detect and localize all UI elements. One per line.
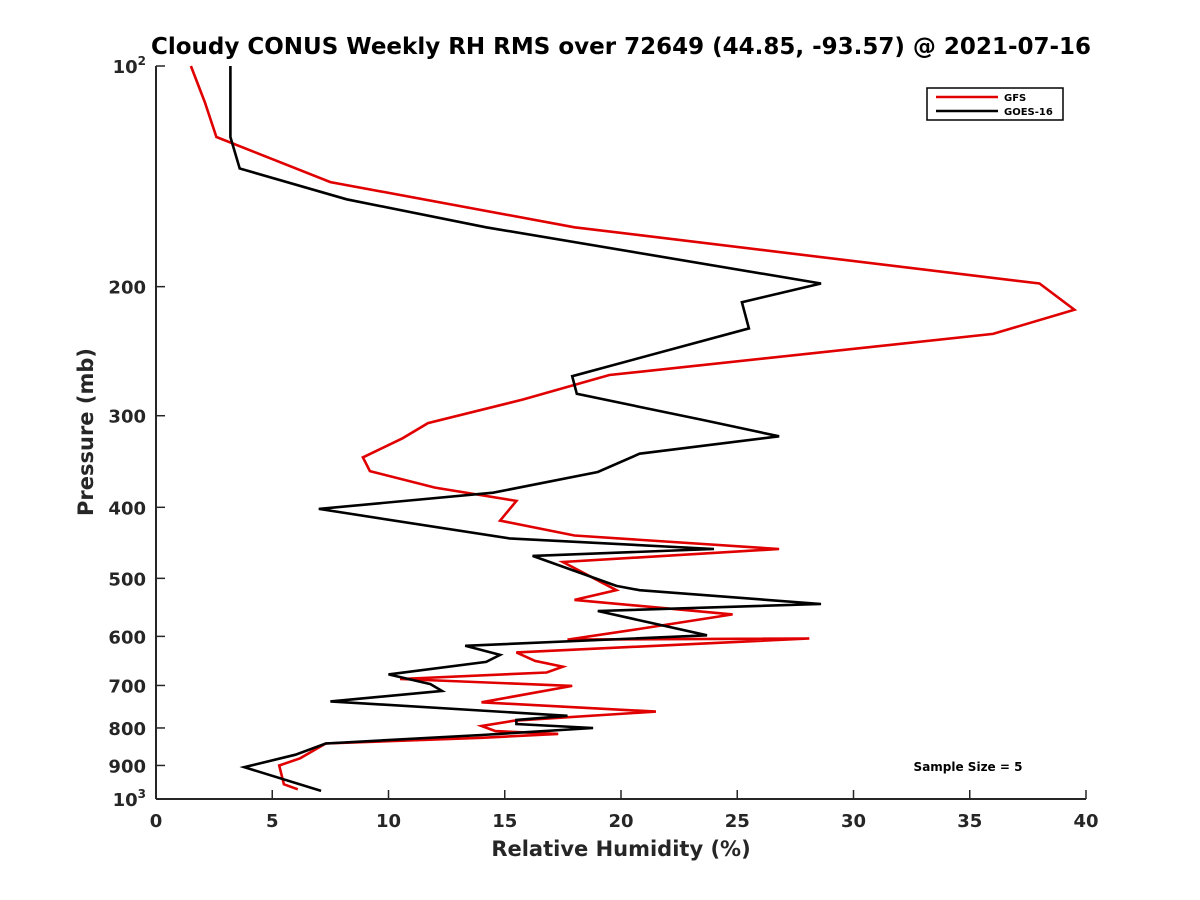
- x-tick-label-35: 35: [957, 811, 982, 832]
- legend-label-goes16: GOES-16: [1004, 107, 1053, 118]
- y-tick-label-600: 600: [108, 627, 146, 648]
- legend: GFS GOES-16: [926, 87, 1064, 121]
- legend-label-gfs: GFS: [1004, 93, 1026, 104]
- y-axis-label: Pressure (mb): [74, 348, 98, 516]
- y-tick-label-700: 700: [108, 676, 146, 697]
- x-axis-label: Relative Humidity (%): [491, 837, 750, 861]
- sample-size-annotation: Sample Size = 5: [914, 760, 1023, 774]
- y-tick-label-300: 300: [108, 407, 146, 428]
- y-tick-label-900: 900: [108, 756, 146, 777]
- x-tick-label-30: 30: [841, 811, 866, 832]
- series-line-goes16: [229, 66, 822, 793]
- series-line-gfs: [189, 65, 1078, 791]
- y-tick-label-400: 400: [108, 498, 146, 519]
- x-axis-ticks: 0 5 10 15 20 25 30 35 40: [150, 790, 1099, 832]
- x-tick-label-20: 20: [608, 811, 633, 832]
- y-tick-label-100: 102: [113, 54, 146, 78]
- legend-box: [926, 87, 1064, 121]
- x-tick-label-15: 15: [492, 811, 517, 832]
- x-tick-label-10: 10: [376, 811, 401, 832]
- y-tick-label-500: 500: [108, 569, 146, 590]
- series-layer: [189, 65, 1078, 793]
- x-tick-label-0: 0: [150, 811, 163, 832]
- x-tick-label-5: 5: [266, 811, 279, 832]
- y-tick-label-200: 200: [108, 278, 146, 299]
- x-tick-label-40: 40: [1073, 811, 1098, 832]
- y-tick-label-800: 800: [108, 719, 146, 740]
- y-axis-ticks: 102 200 300 400 500 600 700 800 900 103: [108, 54, 165, 811]
- chart-title: Cloudy CONUS Weekly RH RMS over 72649 (4…: [151, 34, 1091, 60]
- x-tick-label-25: 25: [725, 811, 750, 832]
- y-tick-label-1000: 103: [113, 787, 146, 811]
